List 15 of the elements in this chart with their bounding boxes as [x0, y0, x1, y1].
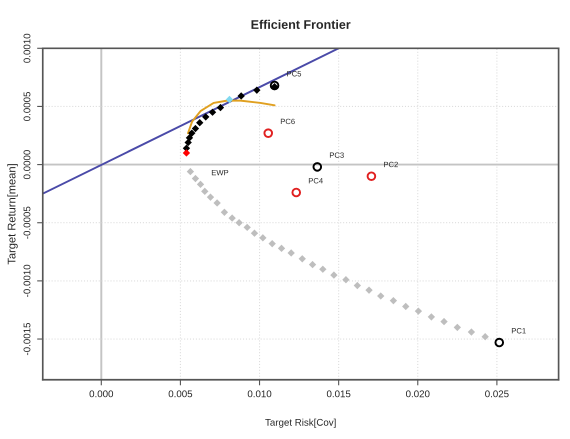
chart-title: Efficient Frontier [252, 20, 350, 29]
x-axis-title: Target Risk[Cov] [265, 418, 336, 428]
x-tick-label: 0.010 [248, 390, 272, 398]
y-tick-label: -0.0015 [24, 322, 30, 356]
y-tick-label: 0.0005 [24, 92, 30, 121]
y-tick-label: 0.0000 [24, 150, 30, 180]
y-tick-label: -0.0010 [24, 264, 30, 297]
y-tick-label: -0.0005 [24, 206, 30, 239]
x-tick-label: 0.000 [90, 390, 114, 398]
x-tick-label: 0.020 [406, 390, 430, 398]
x-tick-label: 0.025 [485, 390, 509, 398]
x-tick-label: 0.015 [326, 390, 350, 398]
x-tick-label: 0.005 [168, 390, 192, 398]
y-axis-title: Target Return[mean] [7, 164, 18, 264]
y-tick-label: 0.0010 [24, 34, 30, 63]
